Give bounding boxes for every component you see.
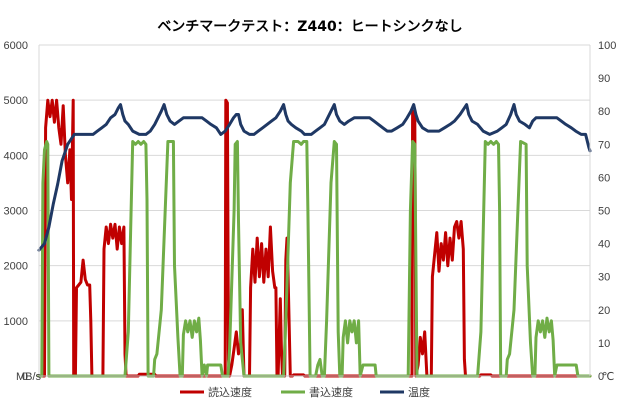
right-tick-label-2: 20 [598,305,610,317]
left-tick-label-0: 0 [22,371,28,383]
left-axis-unit: MB/s [16,371,42,383]
right-tick-label-6: 60 [598,172,610,184]
right-axis-ticks: 0 10 20 30 40 50 60 70 80 90 100 [598,40,616,383]
left-tick-label-6: 6000 [4,40,28,52]
right-tick-label-8: 80 [598,106,610,118]
right-tick-label-7: 70 [598,139,610,151]
left-tick-label-3: 3000 [4,206,28,218]
legend-label-2: 温度 [408,385,430,399]
series-line-1 [37,140,592,378]
legend-label-1: 書込速度 [309,385,353,399]
axes [38,45,591,377]
series-line-2 [37,103,592,252]
right-tick-label-4: 40 [598,239,610,251]
left-axis-ticks: 0 1000 2000 3000 4000 5000 6000 [4,40,28,383]
left-tick-label-1: 1000 [4,316,28,328]
series-layer [37,98,592,378]
right-tick-label-5: 50 [598,206,610,218]
right-axis-unit: ℃ [602,371,614,383]
legend-label-0: 読込速度 [208,385,252,399]
left-tick-label-4: 4000 [4,150,28,162]
chart-title: ベンチマークテスト：Z440：ヒートシンクなし [157,19,462,35]
left-tick-label-5: 5000 [4,95,28,107]
right-tick-label-3: 30 [598,272,610,284]
right-tick-label-10: 100 [598,40,616,52]
grid-lines [39,44,590,377]
left-tick-label-2: 2000 [4,261,28,273]
series-line-0 [37,98,592,378]
right-tick-label-1: 10 [598,338,610,350]
legend: 読込速度 書込速度 温度 [180,385,430,399]
right-tick-label-0: 0 [598,371,604,383]
right-tick-label-9: 90 [598,73,610,85]
